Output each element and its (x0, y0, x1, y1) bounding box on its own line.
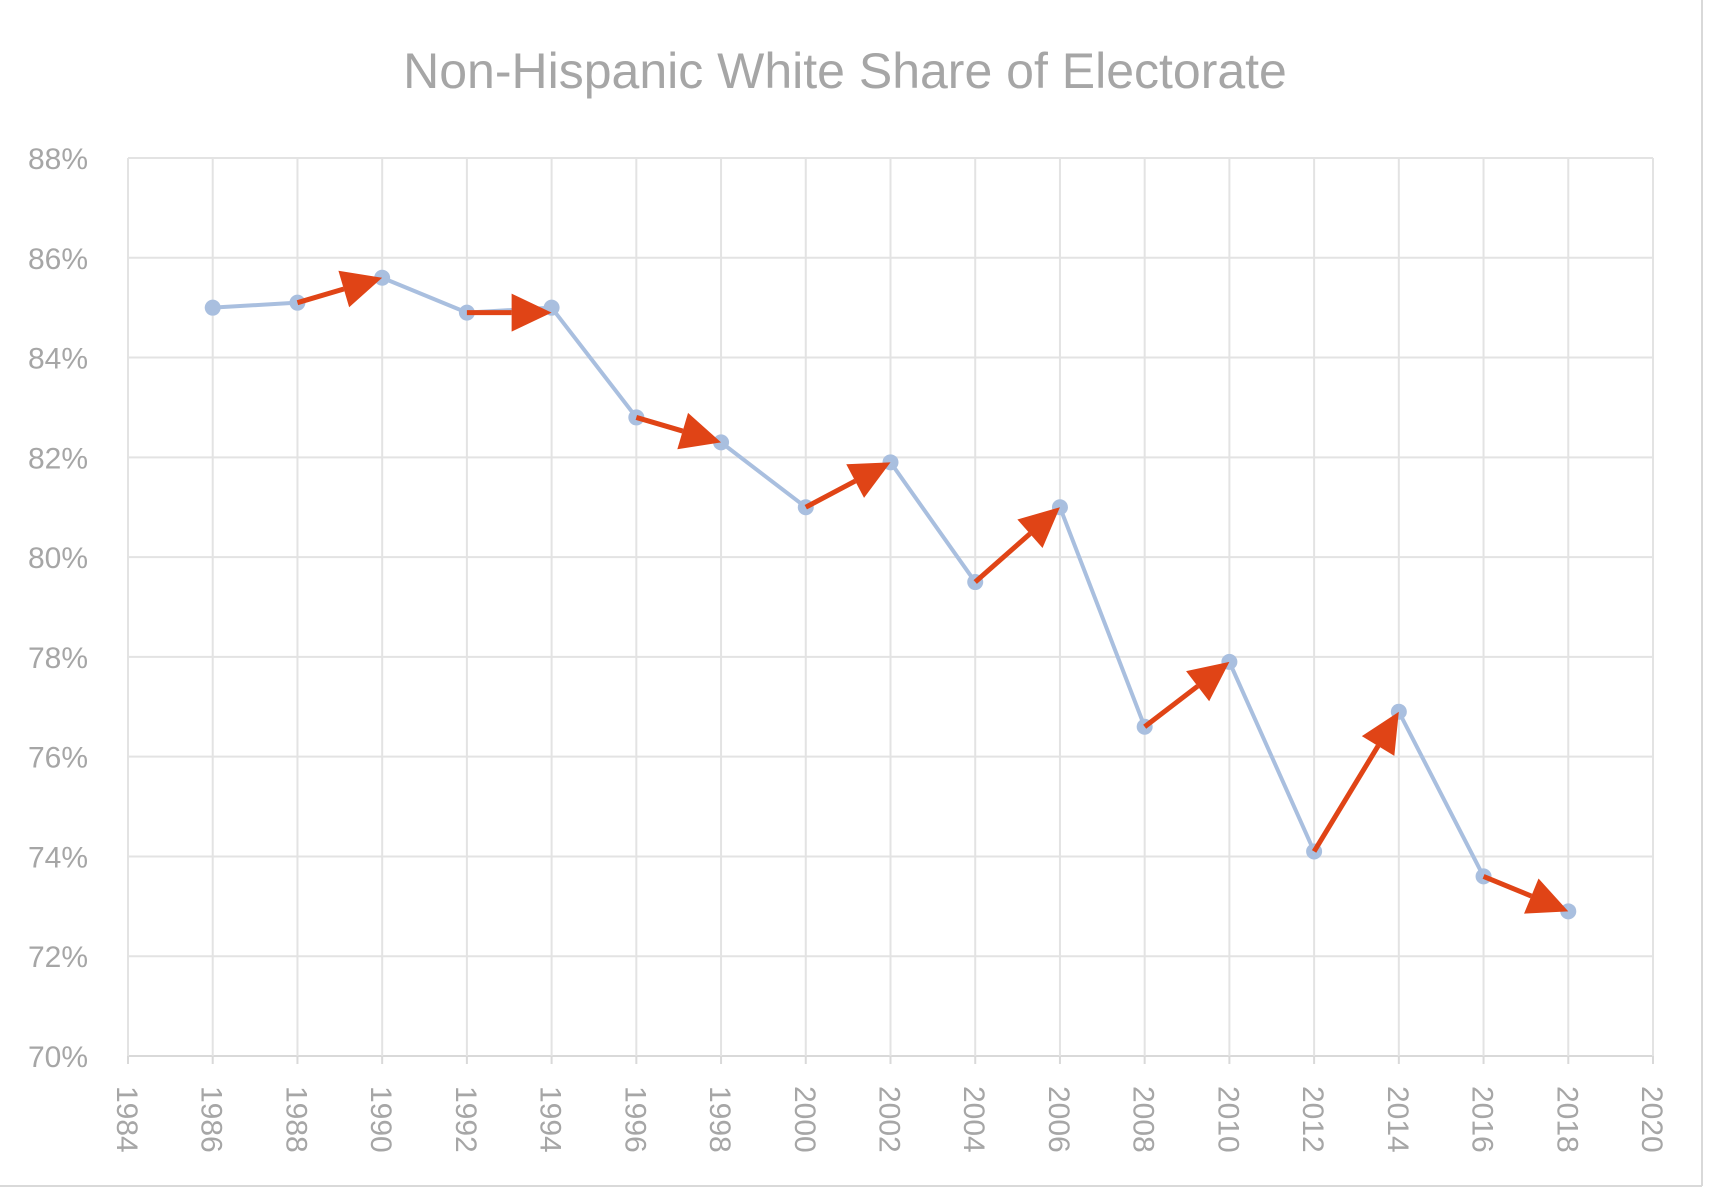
arrow-head (1361, 711, 1399, 756)
annotation-arrow (1143, 661, 1230, 729)
data-point (204, 299, 221, 316)
arrow-head (677, 412, 722, 450)
arrow-shaft (1311, 744, 1381, 853)
x-tick-label: 2012 (1296, 1086, 1329, 1153)
x-tick-label: 1990 (364, 1086, 397, 1153)
arrow-head (846, 462, 891, 498)
arrow-shaft (1482, 874, 1533, 899)
x-axis-tick-labels: 1984 1986 1988 1990 1992 1994 1996 1998 2000 2002… (110, 1086, 1668, 1153)
y-axis-tick-labels: 70% 72% 74% 76% 78% 80% 82% 84% 86% 88% (28, 143, 88, 1074)
arrow-head (1524, 878, 1569, 914)
x-tick-label: 1994 (534, 1086, 567, 1153)
x-tick-label: 2018 (1550, 1086, 1583, 1153)
x-tick-label: 2006 (1042, 1086, 1075, 1153)
chart-title: Non-Hispanic White Share of Electorate (403, 43, 1287, 99)
x-tick-label: 2008 (1127, 1086, 1160, 1153)
x-tick-label: 1996 (618, 1086, 651, 1153)
annotation-arrow (635, 412, 722, 450)
arrow-head (511, 293, 552, 332)
x-tick-label: 1992 (449, 1086, 482, 1153)
x-tick-label: 1984 (110, 1086, 143, 1153)
y-tick-label: 86% (28, 243, 88, 276)
arrow-head (1186, 661, 1230, 702)
x-tick-label: 1998 (703, 1086, 736, 1153)
annotation-arrow (466, 293, 552, 332)
annotation-arrow (1311, 711, 1399, 853)
x-tick-label: 2010 (1211, 1086, 1244, 1153)
annotation-arrow (973, 507, 1060, 584)
arrow-shaft (804, 478, 857, 510)
arrow-shaft (296, 286, 345, 306)
y-tick-label: 82% (28, 442, 88, 475)
arrow-head (1017, 507, 1060, 548)
annotation-arrow (296, 270, 383, 308)
annotation-arrow (1482, 874, 1569, 914)
y-tick-label: 72% (28, 941, 88, 974)
x-tick-label: 2020 (1635, 1086, 1668, 1153)
y-tick-label: 84% (28, 343, 88, 376)
x-tick-label: 1988 (279, 1086, 312, 1153)
arrow-shaft (973, 531, 1032, 584)
annotation-arrows (296, 270, 1569, 914)
x-tick-label: 1986 (195, 1086, 228, 1153)
x-tick-label: 2014 (1381, 1086, 1414, 1153)
y-tick-label: 76% (28, 742, 88, 775)
arrow-head (338, 270, 383, 308)
y-tick-label: 80% (28, 542, 88, 575)
y-tick-label: 70% (28, 1041, 88, 1074)
x-tick-label: 2016 (1466, 1086, 1499, 1153)
y-tick-label: 74% (28, 841, 88, 874)
annotation-arrow (804, 462, 891, 510)
y-tick-label: 88% (28, 143, 88, 176)
x-tick-label: 2000 (788, 1086, 821, 1153)
x-tick-label: 2004 (957, 1086, 990, 1153)
x-tick-label: 2002 (873, 1086, 906, 1153)
y-tick-label: 78% (28, 642, 88, 675)
arrow-shaft (635, 415, 684, 434)
arrow-shaft (1143, 684, 1200, 729)
